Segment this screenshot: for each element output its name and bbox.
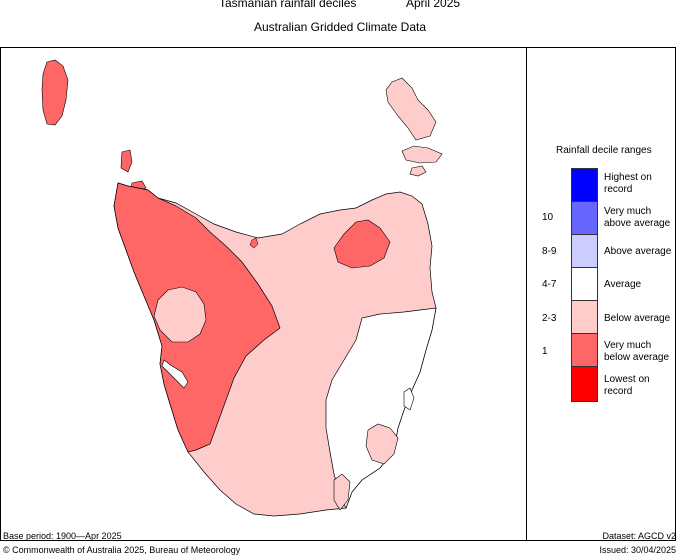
legend-swatch-lowest	[572, 367, 597, 401]
legend-swatch-below	[572, 301, 597, 334]
legend-swatch-above	[572, 235, 597, 268]
legend-swatch-very-much-above	[572, 202, 597, 235]
king-island	[41, 59, 69, 126]
copyright: © Commonwealth of Australia 2025, Bureau…	[3, 545, 241, 555]
legend-swatch-very-much-below	[572, 334, 597, 367]
legend-colorbar	[571, 168, 598, 402]
legend-swatch-highest	[572, 169, 597, 202]
legend-label-lowest: Lowest on record	[604, 374, 650, 397]
base-period: Base period: 1900—Apr 2025	[3, 531, 122, 541]
tasmania-map	[41, 59, 443, 517]
hunter-island	[120, 149, 133, 173]
legend-range-1: 1	[542, 346, 548, 357]
legend-swatch-average	[572, 268, 597, 301]
bruny-island	[333, 473, 351, 511]
legend-title: Rainfall decile ranges	[556, 145, 652, 156]
central-west-patch	[153, 286, 207, 343]
map-title: Tasmanian rainfall deciles	[219, 0, 357, 10]
issued-date: Issued: 30/04/2025	[599, 545, 676, 555]
map-frame	[0, 47, 676, 541]
flinders-island	[385, 77, 437, 141]
legend-label-very-much-above: Very much above average	[604, 206, 671, 229]
legend-label-average: Average	[604, 279, 642, 290]
legend-range-8-9: 8-9	[542, 246, 557, 257]
north-coast-dot	[249, 237, 259, 249]
north-east-patch	[333, 219, 391, 269]
map-date: April 2025	[406, 0, 461, 10]
legend-label-above: Above average	[604, 246, 672, 257]
legend-range-2-3: 2-3	[542, 313, 557, 324]
maria-island	[403, 387, 415, 411]
legend-label-very-much-below: Very much below average	[604, 340, 670, 363]
legend-range-4-7: 4-7	[542, 279, 557, 290]
clarke-island	[409, 165, 427, 177]
tasman-peninsula	[365, 423, 399, 465]
title-row: Tasmanian rainfall deciles April 2025	[0, 0, 680, 12]
map-subtitle: Australian Gridded Climate Data	[253, 20, 427, 34]
legend-range-10: 10	[542, 212, 554, 223]
legend-divider	[526, 47, 527, 541]
dataset-label: Dataset: AGCD v2	[602, 531, 676, 541]
macquarie-harbour	[161, 359, 189, 389]
legend-label-below: Below average	[604, 313, 671, 324]
cape-barren-island	[401, 145, 443, 164]
legend-label-highest: Highest on record	[604, 172, 652, 195]
